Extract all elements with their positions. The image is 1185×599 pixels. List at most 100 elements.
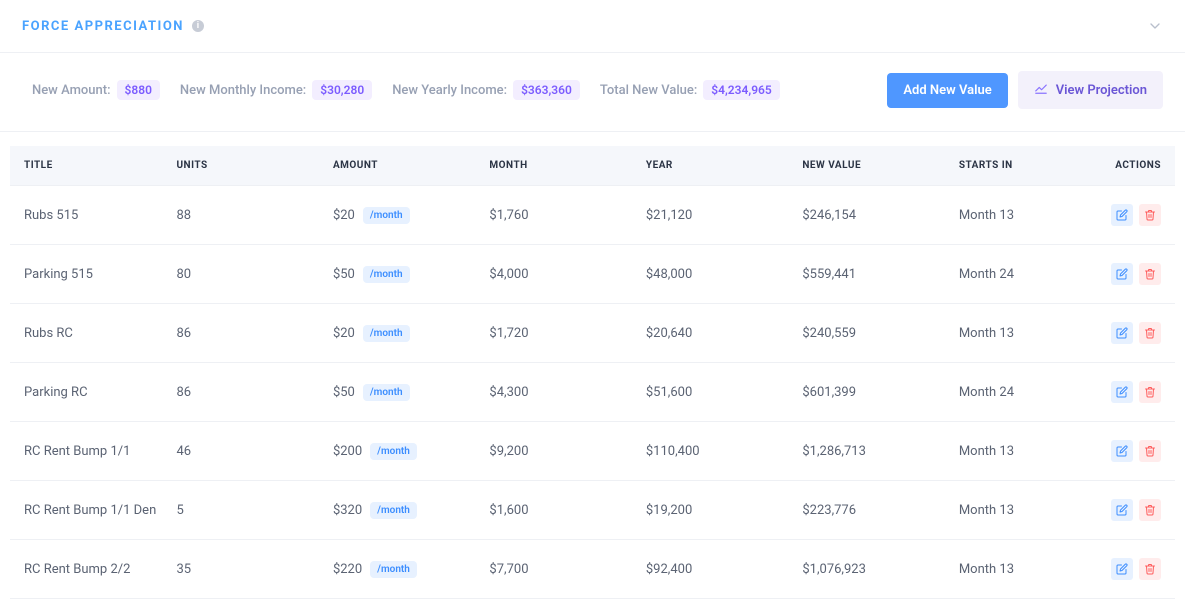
cell-year: $110,400 <box>636 422 792 481</box>
table-row: Parking RC86$50/month$4,300$51,600$601,3… <box>10 363 1175 422</box>
cell-month: $1,760 <box>479 186 635 245</box>
cell-startsin: Month 24 <box>949 363 1100 422</box>
col-header-startsin[interactable]: STARTS IN <box>949 146 1100 186</box>
chevron-down-icon[interactable] <box>1147 18 1163 34</box>
trash-icon[interactable] <box>1139 322 1161 344</box>
col-header-newvalue[interactable]: NEW VALUE <box>792 146 948 186</box>
col-header-actions: ACTIONS <box>1100 146 1175 186</box>
cell-year: $19,200 <box>636 481 792 540</box>
trash-icon[interactable] <box>1139 499 1161 521</box>
table-header-row: TITLE UNITS AMOUNT MONTH YEAR NEW VALUE … <box>10 146 1175 186</box>
col-header-year[interactable]: YEAR <box>636 146 792 186</box>
cell-amount: $50/month <box>323 245 479 304</box>
cell-actions <box>1100 481 1175 540</box>
edit-icon[interactable] <box>1111 558 1133 580</box>
cell-amount: $320/month <box>323 481 479 540</box>
stat-label: New Monthly Income: <box>180 83 306 98</box>
cell-startsin: Month 13 <box>949 304 1100 363</box>
col-header-month[interactable]: MONTH <box>479 146 635 186</box>
cell-title: RC Rent Bump 1/1 Den <box>10 481 166 540</box>
cell-title: RC Rent Bump 1/1 <box>10 422 166 481</box>
col-header-title[interactable]: TITLE <box>10 146 166 186</box>
table-row: RC Rent Bump 1/1 Den5$320/month$1,600$19… <box>10 481 1175 540</box>
cell-amount: $200/month <box>323 422 479 481</box>
cell-units: 5 <box>166 481 322 540</box>
table-row: Rubs RC86$20/month$1,720$20,640$240,559M… <box>10 304 1175 363</box>
stat-value-pill: $880 <box>117 80 160 100</box>
stat-value-pill: $363,360 <box>513 80 580 100</box>
cell-units: 86 <box>166 304 322 363</box>
section-header: FORCE APPRECIATION i <box>0 0 1185 53</box>
cell-title: Parking 515 <box>10 245 166 304</box>
button-label: Add New Value <box>903 83 991 98</box>
cell-title: Rubs 515 <box>10 186 166 245</box>
per-month-badge: /month <box>370 443 417 460</box>
cell-actions <box>1100 422 1175 481</box>
stat-new-amount: New Amount: $880 <box>32 80 160 100</box>
cell-amount: $20/month <box>323 304 479 363</box>
edit-icon[interactable] <box>1111 381 1133 403</box>
table-row: RC Rent Bump 2/235$220/month$7,700$92,40… <box>10 540 1175 599</box>
edit-icon[interactable] <box>1111 499 1133 521</box>
cell-newvalue: $223,776 <box>792 481 948 540</box>
edit-icon[interactable] <box>1111 263 1133 285</box>
cell-startsin: Month 13 <box>949 422 1100 481</box>
amount-value: $320 <box>333 503 362 518</box>
trash-icon[interactable] <box>1139 440 1161 462</box>
cell-newvalue: $601,399 <box>792 363 948 422</box>
appreciation-table: TITLE UNITS AMOUNT MONTH YEAR NEW VALUE … <box>10 146 1175 599</box>
trash-icon[interactable] <box>1139 381 1161 403</box>
table-row: Rubs 51588$20/month$1,760$21,120$246,154… <box>10 186 1175 245</box>
cell-newvalue: $246,154 <box>792 186 948 245</box>
cell-amount: $20/month <box>323 186 479 245</box>
stat-value-pill: $30,280 <box>312 80 372 100</box>
col-header-amount[interactable]: AMOUNT <box>323 146 479 186</box>
view-projection-button[interactable]: View Projection <box>1018 71 1163 109</box>
cell-month: $4,000 <box>479 245 635 304</box>
summary-actions: Add New Value View Projection <box>887 71 1163 109</box>
cell-actions <box>1100 245 1175 304</box>
cell-month: $9,200 <box>479 422 635 481</box>
edit-icon[interactable] <box>1111 322 1133 344</box>
amount-value: $220 <box>333 562 362 577</box>
cell-newvalue: $1,286,713 <box>792 422 948 481</box>
table-row: Parking 51580$50/month$4,000$48,000$559,… <box>10 245 1175 304</box>
cell-actions <box>1100 363 1175 422</box>
cell-units: 86 <box>166 363 322 422</box>
cell-startsin: Month 13 <box>949 481 1100 540</box>
per-month-badge: /month <box>363 207 410 224</box>
cell-title: RC Rent Bump 2/2 <box>10 540 166 599</box>
cell-title: Parking RC <box>10 363 166 422</box>
stat-label: New Yearly Income: <box>392 83 507 98</box>
trash-icon[interactable] <box>1139 558 1161 580</box>
cell-amount: $50/month <box>323 363 479 422</box>
info-icon[interactable]: i <box>192 20 204 32</box>
add-new-value-button[interactable]: Add New Value <box>887 73 1007 108</box>
cell-actions <box>1100 186 1175 245</box>
per-month-badge: /month <box>370 561 417 578</box>
cell-year: $48,000 <box>636 245 792 304</box>
cell-startsin: Month 24 <box>949 245 1100 304</box>
cell-newvalue: $240,559 <box>792 304 948 363</box>
trash-icon[interactable] <box>1139 263 1161 285</box>
per-month-badge: /month <box>370 502 417 519</box>
per-month-badge: /month <box>363 266 410 283</box>
stat-total-new: Total New Value: $4,234,965 <box>600 80 780 100</box>
edit-icon[interactable] <box>1111 204 1133 226</box>
col-header-units[interactable]: UNITS <box>166 146 322 186</box>
trash-icon[interactable] <box>1139 204 1161 226</box>
stat-value-pill: $4,234,965 <box>703 80 779 100</box>
cell-month: $1,720 <box>479 304 635 363</box>
cell-startsin: Month 13 <box>949 540 1100 599</box>
summary-bar: New Amount: $880 New Monthly Income: $30… <box>0 53 1185 132</box>
cell-month: $1,600 <box>479 481 635 540</box>
stat-label: New Amount: <box>32 83 111 98</box>
amount-value: $50 <box>333 267 355 282</box>
button-label: View Projection <box>1056 83 1147 98</box>
edit-icon[interactable] <box>1111 440 1133 462</box>
cell-amount: $220/month <box>323 540 479 599</box>
cell-startsin: Month 13 <box>949 186 1100 245</box>
cell-units: 88 <box>166 186 322 245</box>
cell-newvalue: $1,076,923 <box>792 540 948 599</box>
cell-actions <box>1100 540 1175 599</box>
